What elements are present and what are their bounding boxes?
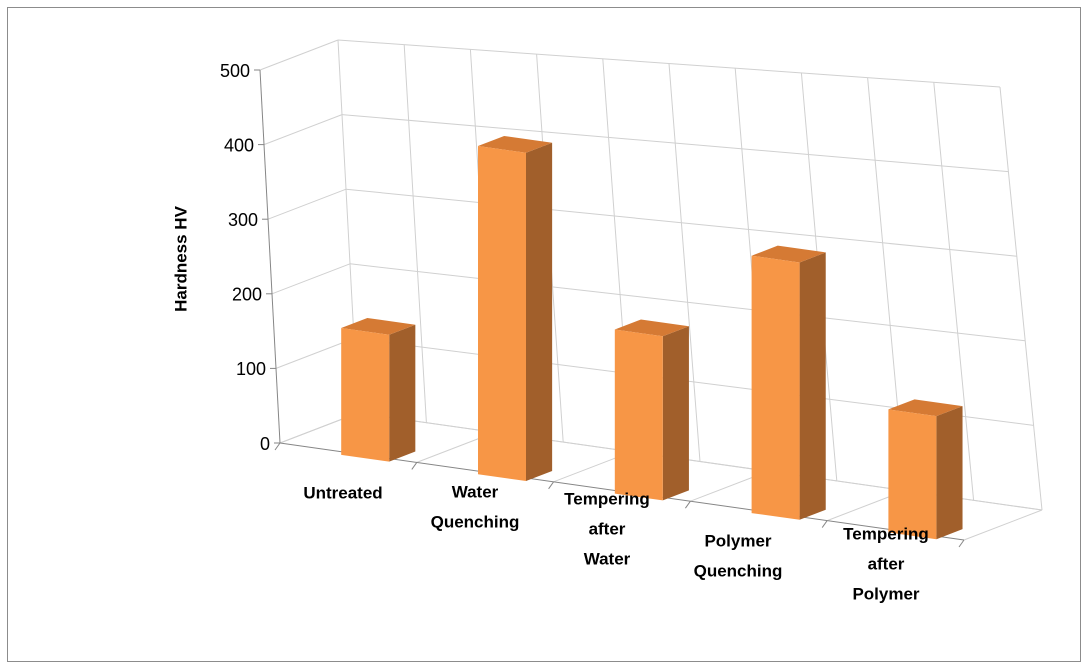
bar — [888, 399, 963, 540]
bar — [341, 317, 416, 462]
x-tick-mark — [821, 520, 828, 528]
bar-front — [614, 329, 663, 501]
x-tick-mark — [411, 462, 418, 470]
y-tick-label: 400 — [224, 135, 254, 155]
gridline-side — [275, 337, 355, 369]
bar-front — [341, 328, 390, 462]
bar-top — [341, 317, 416, 335]
x-category-label: Quenching — [694, 561, 783, 580]
gridline-side — [263, 114, 343, 146]
y-tick-label: 200 — [232, 285, 262, 305]
bar-front — [888, 409, 937, 540]
x-category-label: Tempering — [564, 489, 650, 508]
labels-layer: 0 100 200 300 400 500 Untreated Water Quenching T… — [220, 61, 929, 604]
y-tick-label: 500 — [220, 61, 250, 81]
x-tick-mark — [548, 481, 555, 490]
gridline-vertical-minor — [403, 44, 427, 423]
gridline-vertical-minor — [668, 63, 701, 462]
x-category-label: Tempering — [843, 524, 929, 543]
bar — [614, 319, 689, 501]
bar — [751, 245, 826, 520]
x-category-label: Quenching — [431, 512, 520, 531]
bars-layer — [341, 135, 963, 540]
bar-side — [799, 252, 826, 520]
gridline-side — [271, 263, 351, 295]
bar-front — [478, 146, 527, 482]
x-tick-mark — [274, 442, 281, 451]
gridline-side — [259, 39, 339, 71]
bar-top — [888, 399, 963, 417]
bar — [478, 135, 553, 482]
y-tick-label: 100 — [236, 359, 266, 379]
y-axis-line — [259, 69, 281, 444]
bar-side — [936, 406, 963, 540]
floor-divider — [963, 509, 1043, 541]
bar-side — [389, 324, 416, 462]
bar-side — [662, 326, 689, 501]
bar-top — [614, 319, 689, 337]
x-tick-mark — [958, 539, 965, 548]
bar-side — [526, 142, 553, 482]
y-axis-title: Hardness HV — [171, 205, 190, 311]
bar-top — [751, 245, 826, 263]
y-tick-label: 0 — [260, 434, 270, 454]
gridline-vertical — [999, 86, 1043, 511]
gridline-vertical-minor — [933, 82, 975, 501]
x-category-label: after — [589, 519, 626, 538]
x-category-label: Water — [452, 482, 499, 501]
x-category-label: Water — [584, 549, 631, 568]
gridline-side — [267, 188, 347, 220]
y-tick-label: 300 — [228, 210, 258, 230]
x-category-label: Polymer — [704, 531, 771, 550]
x-tick-mark — [684, 500, 691, 509]
x-category-label: after — [868, 554, 905, 573]
bar-front — [751, 255, 800, 520]
x-category-label: Polymer — [852, 584, 919, 603]
bar-top — [478, 135, 553, 153]
x-category-label: Untreated — [303, 483, 382, 502]
